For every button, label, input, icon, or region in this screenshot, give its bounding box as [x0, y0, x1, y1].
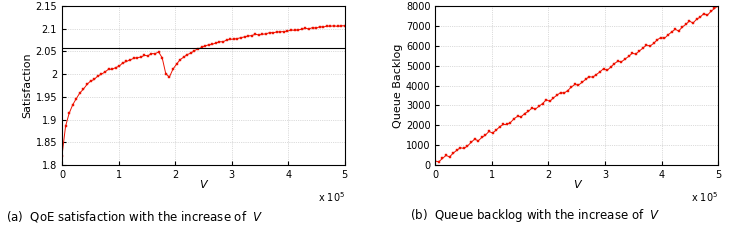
X-axis label: V: V [573, 180, 580, 190]
Text: x 10$^5$: x 10$^5$ [691, 190, 718, 204]
Text: (b)  Queue backlog with the increase of  $V$: (b) Queue backlog with the increase of $… [410, 207, 661, 224]
Text: x 10$^5$: x 10$^5$ [318, 190, 345, 204]
Text: (a)  QoE satisfaction with the increase of  $V$: (a) QoE satisfaction with the increase o… [6, 209, 264, 224]
Y-axis label: Queue Backlog: Queue Backlog [393, 43, 403, 128]
Y-axis label: Satisfaction: Satisfaction [23, 53, 33, 118]
X-axis label: V: V [200, 180, 207, 190]
